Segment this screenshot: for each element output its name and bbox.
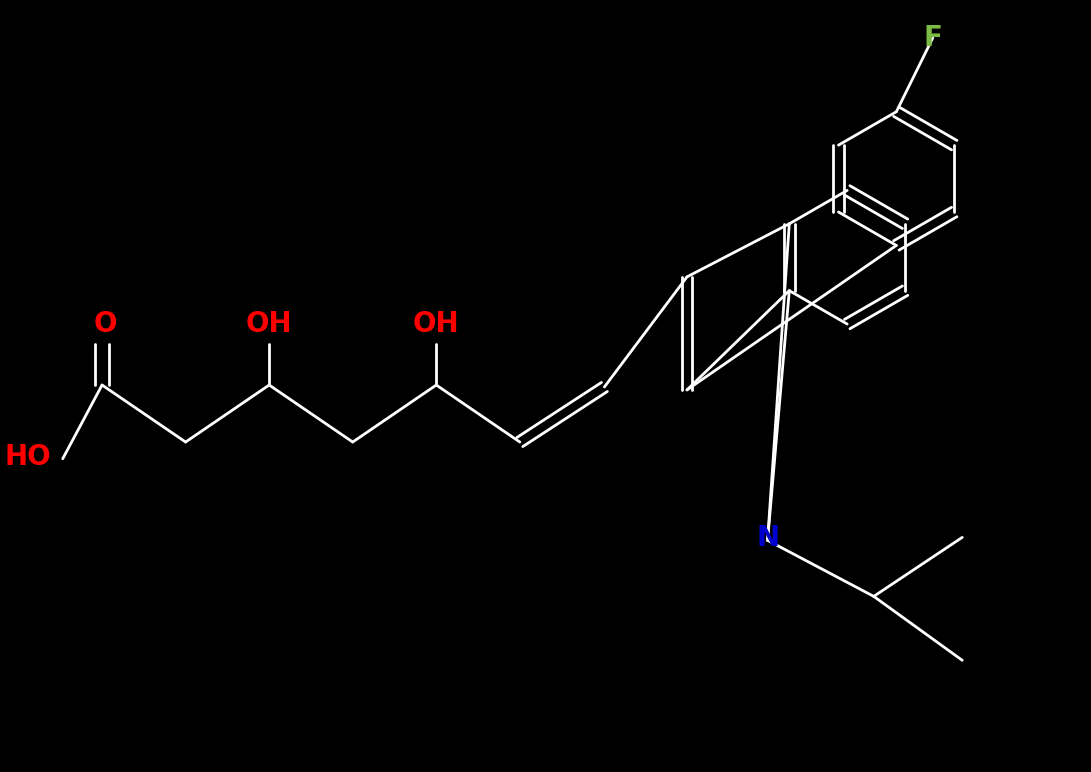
Text: N: N (757, 524, 780, 553)
Text: F: F (923, 24, 943, 52)
Text: OH: OH (245, 310, 292, 338)
Text: OH: OH (413, 310, 459, 338)
Text: O: O (93, 310, 117, 338)
Text: HO: HO (4, 443, 51, 471)
